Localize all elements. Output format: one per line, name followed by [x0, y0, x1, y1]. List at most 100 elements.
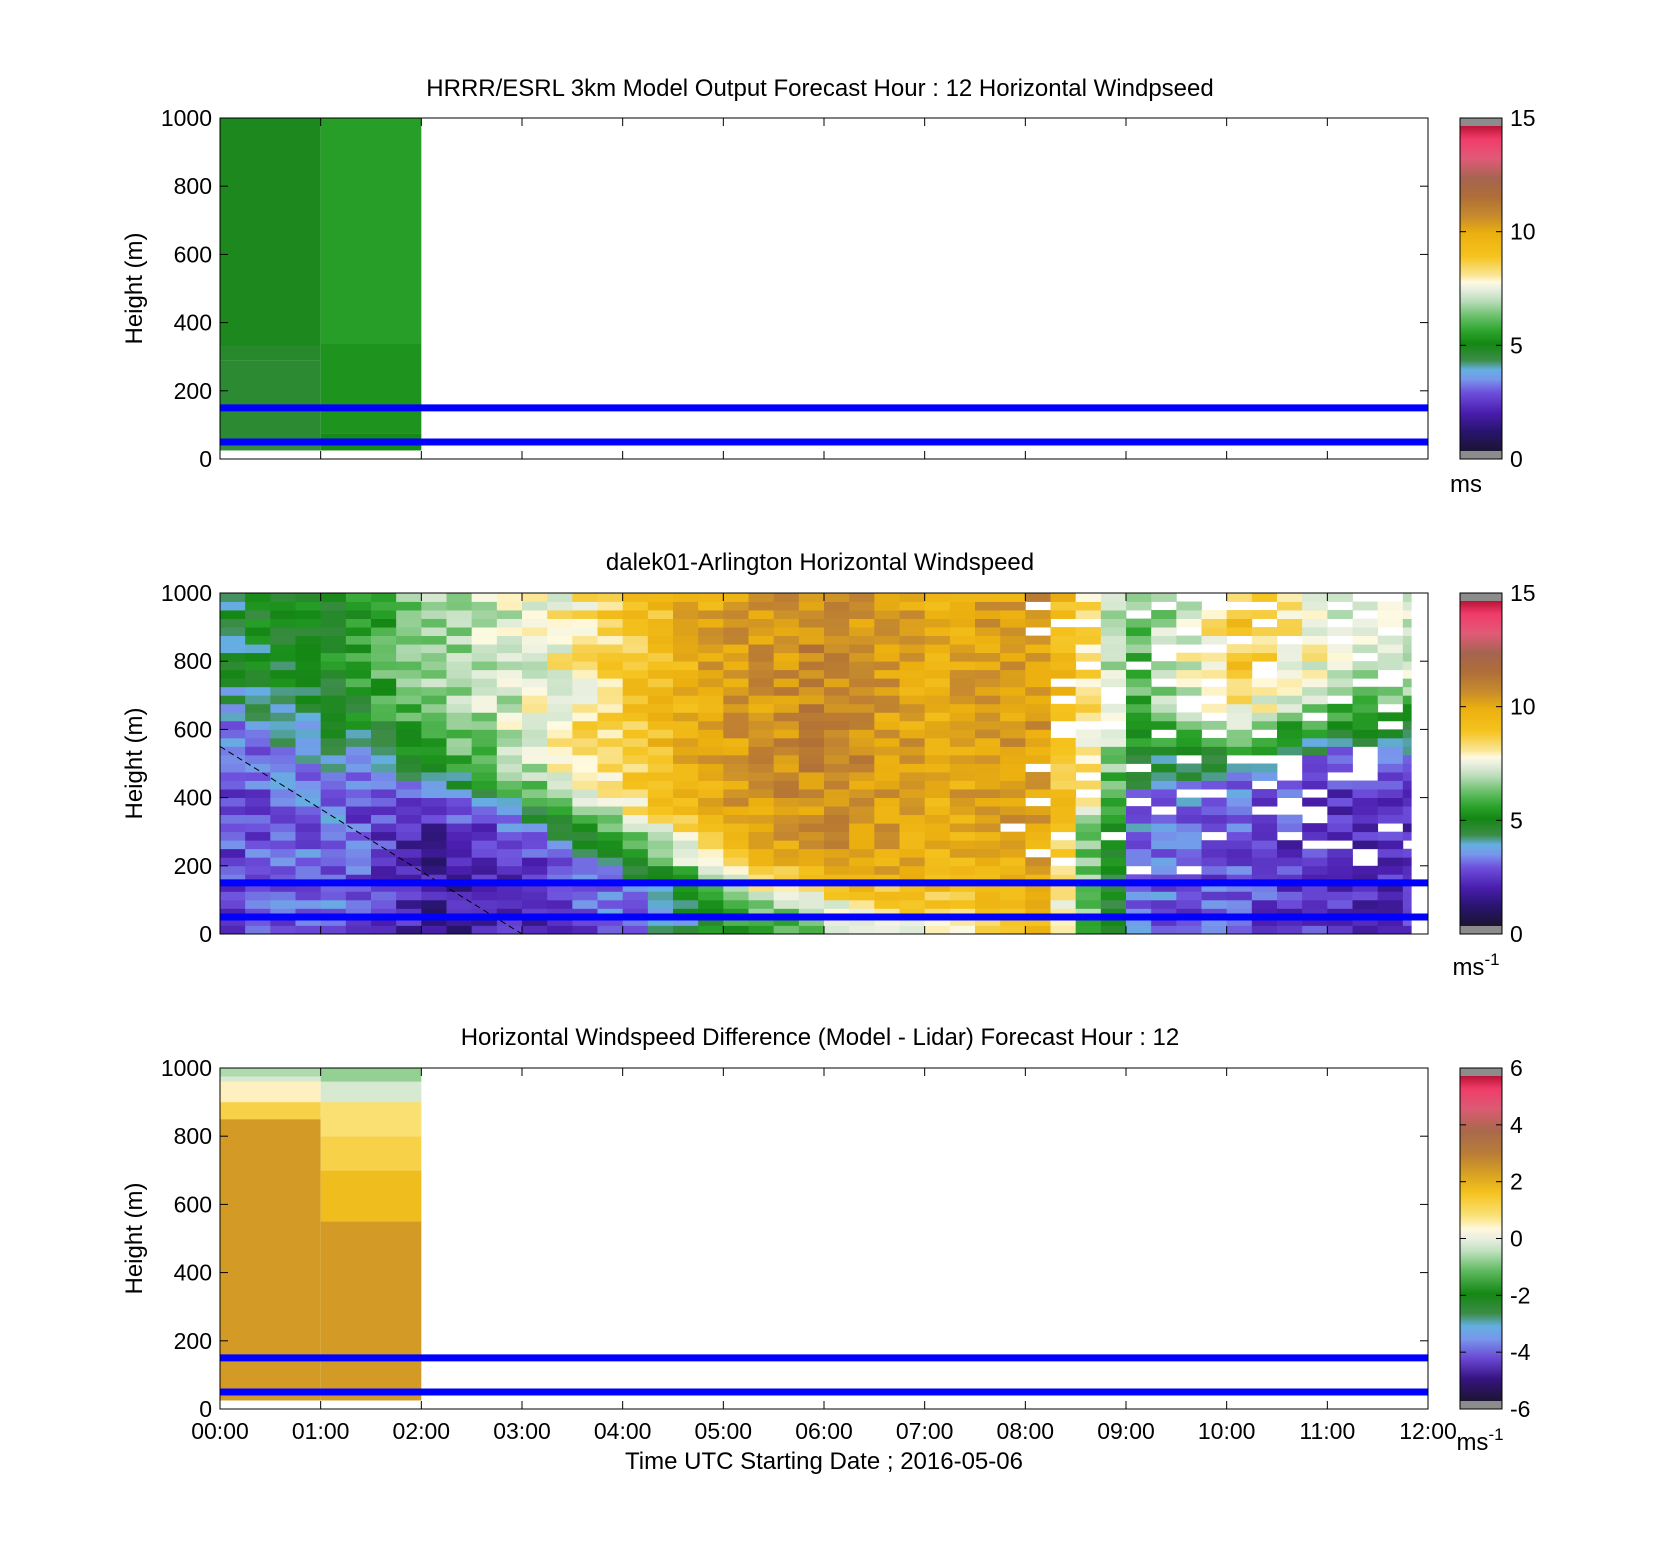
heatmap-cell — [496, 882, 523, 892]
heatmap-cell — [1377, 865, 1404, 875]
heatmap-cell — [446, 789, 473, 798]
heatmap-cell — [320, 780, 347, 790]
heatmap-cell — [220, 661, 246, 671]
heatmap-cell — [949, 644, 976, 654]
heatmap-cell — [1126, 874, 1152, 884]
heatmap-cell — [924, 874, 951, 884]
heatmap-cell — [1402, 797, 1412, 807]
heatmap-cell — [446, 823, 473, 833]
heatmap-cell — [798, 806, 825, 816]
heatmap-cell — [522, 925, 548, 935]
heatmap-cell — [1025, 686, 1051, 696]
heatmap-cell — [371, 729, 397, 739]
heatmap-cell — [924, 814, 951, 824]
heatmap-cell — [975, 763, 1001, 773]
heatmap-cell — [446, 772, 473, 781]
panel-lidar-y-axis-label: Height (m) — [121, 707, 148, 819]
heatmap-cell — [874, 874, 900, 884]
heatmap-cell — [874, 720, 900, 730]
heatmap-cell — [824, 848, 850, 858]
heatmap-cell — [270, 772, 296, 781]
heatmap-cell — [1151, 686, 1177, 696]
heatmap-cell — [1352, 916, 1379, 926]
heatmap-cell — [1226, 669, 1253, 679]
heatmap-cell — [371, 686, 397, 696]
heatmap-cell — [496, 601, 523, 611]
heatmap-cell — [1377, 899, 1404, 909]
heatmap-cell — [396, 899, 422, 909]
heatmap-cell — [949, 899, 976, 909]
heatmap-cell — [471, 780, 498, 790]
heatmap-cell — [295, 831, 322, 841]
heatmap-cell — [1402, 652, 1412, 662]
heatmap-cell — [1100, 874, 1127, 884]
heatmap-cell — [345, 789, 372, 798]
heatmap-cell — [1000, 593, 1026, 602]
heatmap-cell — [723, 686, 749, 696]
heatmap-cell — [1251, 814, 1278, 824]
heatmap-cell — [1000, 618, 1026, 628]
heatmap-cell — [522, 840, 548, 850]
heatmap-cell — [220, 865, 246, 875]
heatmap-cell — [673, 703, 699, 713]
heatmap-cell — [849, 746, 875, 756]
heatmap-cell — [975, 823, 1001, 833]
heatmap-cell — [874, 899, 900, 909]
heatmap-cell — [245, 780, 271, 790]
heatmap-cell — [220, 746, 246, 756]
heatmap-cell — [924, 848, 951, 858]
heatmap-cell — [1000, 610, 1026, 619]
heatmap-cell — [421, 712, 447, 722]
heatmap-cell — [824, 593, 850, 602]
heatmap-cell — [1000, 874, 1026, 884]
heatmap-cell — [295, 823, 322, 833]
heatmap-cell — [1176, 916, 1202, 926]
x-tick-label: 06:00 — [795, 1418, 853, 1444]
heatmap-cell — [1126, 848, 1152, 858]
heatmap-cell — [295, 814, 322, 824]
heatmap-cell — [1075, 806, 1102, 816]
heatmap-cell — [622, 652, 649, 662]
heatmap-cell — [1025, 925, 1051, 935]
heatmap-cell — [245, 703, 271, 713]
heatmap-cell — [1377, 644, 1404, 654]
heatmap-cell — [1201, 857, 1228, 867]
heatmap-cell — [723, 840, 749, 850]
heatmap-cell — [874, 925, 900, 935]
heatmap-cell — [975, 678, 1001, 688]
heatmap-cell — [220, 703, 246, 713]
heatmap-cell — [1226, 610, 1253, 619]
heatmap-cell — [1402, 610, 1412, 619]
heatmap-cell — [924, 746, 951, 756]
y-tick-label: 1000 — [161, 1055, 212, 1081]
heatmap-cell — [597, 712, 624, 722]
heatmap-cell — [1327, 703, 1353, 713]
heatmap-cell — [446, 720, 473, 730]
heatmap-cell — [975, 857, 1001, 867]
heatmap-cell — [748, 916, 775, 926]
heatmap-cell — [1100, 857, 1127, 867]
heatmap-cell — [1176, 899, 1202, 909]
heatmap-cell — [1075, 925, 1102, 935]
heatmap-cell — [245, 797, 271, 807]
heatmap-cell — [1050, 686, 1077, 696]
heatmap-cell — [1226, 618, 1253, 628]
heatmap-cell — [673, 737, 699, 747]
heatmap-cell — [1377, 891, 1404, 901]
heatmap-cell — [798, 814, 825, 824]
heatmap-cell — [1352, 908, 1379, 918]
heatmap-cell — [874, 754, 900, 764]
heatmap-cell — [220, 346, 321, 361]
heatmap-cell — [496, 618, 523, 628]
heatmap-cell — [849, 814, 875, 824]
heatmap-cell — [245, 593, 271, 602]
heatmap-cell — [597, 593, 624, 602]
heatmap-cell — [1075, 737, 1102, 747]
heatmap-cell — [1176, 669, 1202, 679]
heatmap-cell — [1000, 806, 1026, 816]
heatmap-cell — [1126, 891, 1152, 901]
heatmap-cell — [924, 720, 951, 730]
heatmap-cell — [1050, 797, 1077, 807]
heatmap-cell — [949, 916, 976, 926]
heatmap-cell — [597, 669, 624, 679]
